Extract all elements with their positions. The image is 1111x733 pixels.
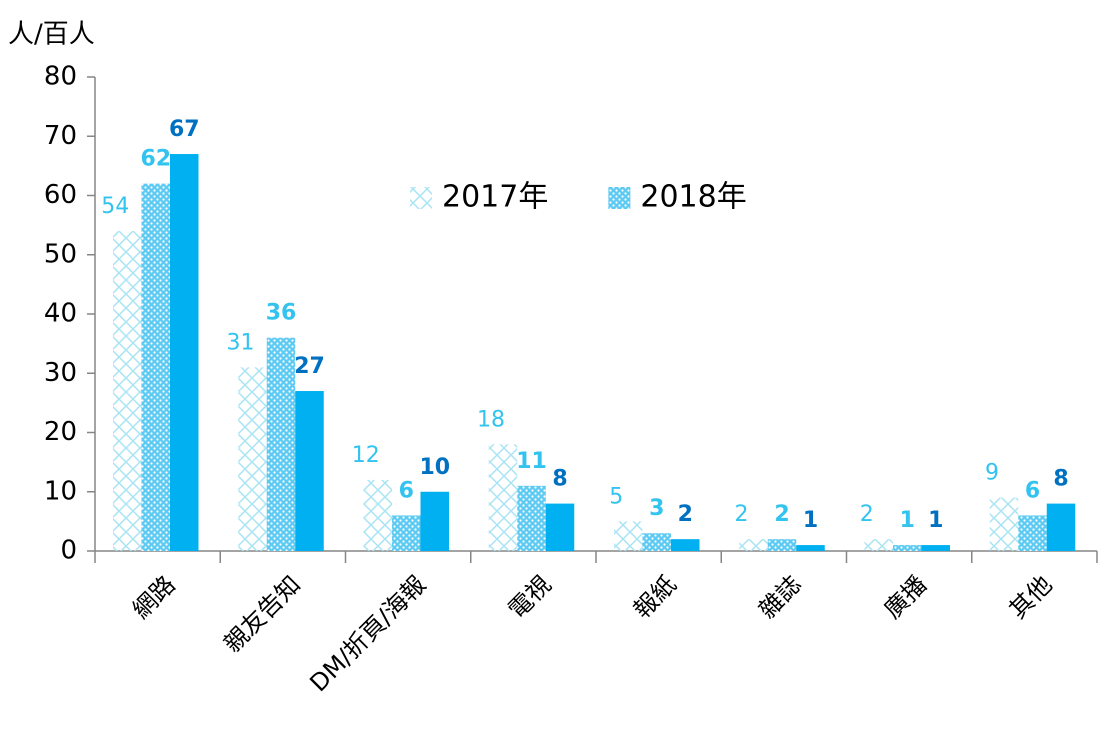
- y-tick-label: 10: [44, 476, 77, 506]
- bar: [113, 231, 142, 552]
- bar: [642, 533, 671, 551]
- x-tick-label: 其他: [1004, 570, 1058, 624]
- bar: [1018, 515, 1047, 551]
- data-label: 1: [900, 508, 915, 533]
- bar: [170, 154, 199, 551]
- bar: [989, 497, 1019, 551]
- x-tick-label: 電視: [503, 570, 557, 624]
- y-tick-label: 40: [44, 299, 77, 329]
- bar: [141, 183, 170, 551]
- legend-label: 2018年: [640, 180, 746, 215]
- bar: [864, 539, 893, 551]
- y-tick-label: 60: [44, 180, 77, 210]
- data-label: 62: [140, 147, 171, 172]
- bar: [921, 545, 950, 551]
- y-tick-label: 0: [60, 536, 77, 566]
- bar: [739, 539, 768, 551]
- bar: [420, 491, 449, 551]
- y-tick-label: 30: [44, 358, 77, 388]
- bar: [796, 545, 825, 551]
- data-label: 27: [294, 354, 325, 379]
- data-label: 2: [860, 502, 874, 527]
- bar: [363, 479, 392, 551]
- data-label: 10: [419, 455, 450, 480]
- data-label: 18: [477, 407, 505, 432]
- x-tick-label: DM/折頁/海報: [304, 570, 431, 697]
- bar: [238, 367, 267, 551]
- legend-swatch: [608, 187, 631, 209]
- bar: [266, 337, 296, 551]
- data-label: 8: [552, 467, 567, 492]
- data-label: 9: [985, 461, 999, 486]
- data-label: 5: [609, 484, 623, 509]
- data-label: 3: [649, 496, 664, 521]
- bar: [671, 539, 700, 551]
- x-tick-label: 廣播: [879, 570, 933, 624]
- x-tick-label: 報紙: [628, 570, 682, 624]
- data-label: 6: [1025, 478, 1040, 503]
- data-label: 8: [1053, 467, 1068, 492]
- bar: [488, 444, 518, 551]
- data-label: 6: [399, 478, 414, 503]
- bar: [893, 545, 922, 551]
- y-tick-label: 70: [44, 121, 77, 151]
- y-tick-label: 20: [44, 417, 77, 447]
- y-axis-label: 人/百人: [8, 20, 95, 50]
- y-tick-label: 50: [44, 239, 77, 269]
- data-label: 2: [678, 502, 693, 527]
- data-label: 36: [266, 301, 297, 326]
- data-label: 2: [774, 502, 789, 527]
- x-tick-label: 網路: [127, 570, 181, 624]
- bar: [1046, 503, 1076, 551]
- data-label: 2: [735, 502, 749, 527]
- x-tick-label: 雜誌: [753, 570, 807, 624]
- data-label: 12: [352, 443, 380, 468]
- bar: [295, 391, 324, 551]
- bar: [767, 539, 797, 551]
- x-tick-label: 親友告知: [218, 570, 306, 658]
- legend-swatch: [410, 187, 432, 209]
- data-label: 54: [101, 194, 129, 219]
- legend-label: 2017年: [442, 180, 548, 215]
- data-label: 11: [516, 449, 547, 474]
- data-label: 1: [928, 508, 943, 533]
- y-tick-label: 80: [44, 62, 77, 92]
- data-label: 31: [227, 330, 255, 355]
- bar: [392, 515, 421, 551]
- data-label: 1: [803, 508, 818, 533]
- bar: [545, 503, 575, 551]
- bar: [517, 485, 546, 551]
- data-label: 67: [169, 117, 200, 142]
- bar: [614, 521, 643, 551]
